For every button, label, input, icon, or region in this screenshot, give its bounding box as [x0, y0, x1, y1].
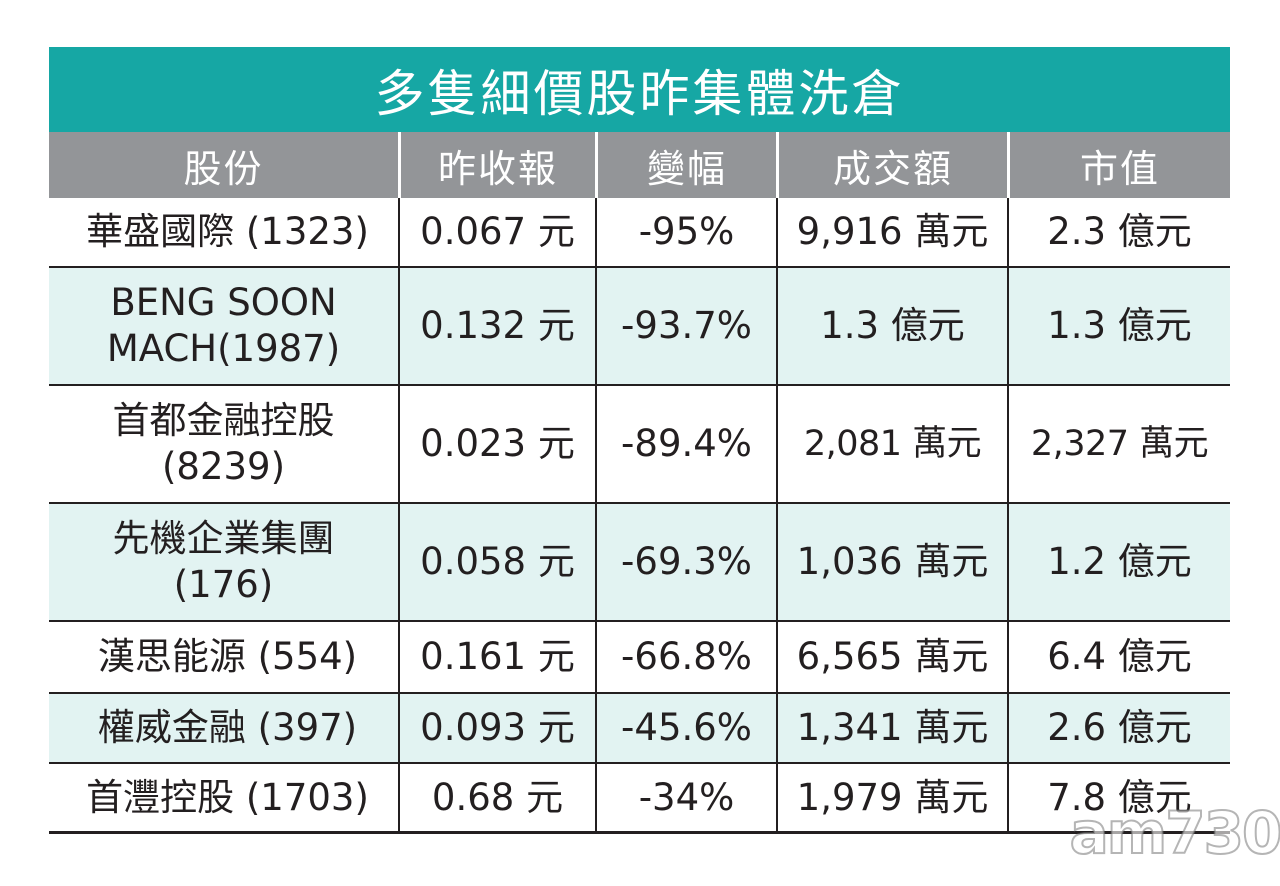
table-title: 多隻細價股昨集體洗倉 — [49, 47, 1230, 132]
table-row: 權威金融 (397) 0.093 元 -45.6% 1,341 萬元 2.6 億… — [49, 694, 1230, 764]
stock-name: 首都金融控股 (8239) — [49, 386, 398, 504]
stock-name: 漢思能源 (554) — [49, 622, 398, 694]
table-row: 首都金融控股 (8239) 0.023 元 -89.4% 2,081 萬元 2,… — [49, 386, 1230, 504]
stock-name-line2: (8239) — [161, 445, 286, 488]
market-cap: 7.8 億元 — [1007, 764, 1230, 834]
turnover: 1,979 萬元 — [776, 764, 1007, 834]
table-row: 首灃控股 (1703) 0.68 元 -34% 1,979 萬元 7.8 億元 — [49, 764, 1230, 834]
turnover: 1,036 萬元 — [776, 504, 1007, 622]
close-price: 0.68 元 — [398, 764, 595, 834]
change-pct: -93.7% — [595, 268, 776, 386]
table-row: 先機企業集團 (176) 0.058 元 -69.3% 1,036 萬元 1.2… — [49, 504, 1230, 622]
table-row: 華盛國際 (1323) 0.067 元 -95% 9,916 萬元 2.3 億元 — [49, 198, 1230, 268]
stock-name: 首灃控股 (1703) — [49, 764, 398, 834]
change-pct: -95% — [595, 198, 776, 268]
change-pct: -66.8% — [595, 622, 776, 694]
header-close-price: 昨收報 — [398, 132, 595, 198]
change-pct: -45.6% — [595, 694, 776, 764]
stock-name: 先機企業集團 (176) — [49, 504, 398, 622]
change-pct: -34% — [595, 764, 776, 834]
stock-name-line1: 先機企業集團 — [112, 517, 335, 560]
market-cap: 2,327 萬元 — [1007, 386, 1230, 504]
change-pct: -69.3% — [595, 504, 776, 622]
stock-name: BENG SOON MACH(1987) — [49, 268, 398, 386]
close-price: 0.058 元 — [398, 504, 595, 622]
am730-watermark-logo: am730 — [1069, 798, 1280, 868]
header-change: 變幅 — [595, 132, 776, 198]
stock-name: 華盛國際 (1323) — [49, 198, 398, 268]
stock-name: 權威金融 (397) — [49, 694, 398, 764]
stock-table: 多隻細價股昨集體洗倉 股份 昨收報 變幅 成交額 市值 華盛國際 (1323) … — [49, 47, 1230, 834]
close-price: 0.161 元 — [398, 622, 595, 694]
turnover: 6,565 萬元 — [776, 622, 1007, 694]
market-cap: 1.2 億元 — [1007, 504, 1230, 622]
close-price: 0.067 元 — [398, 198, 595, 268]
market-cap: 2.3 億元 — [1007, 198, 1230, 268]
table-row: 漢思能源 (554) 0.161 元 -66.8% 6,565 萬元 6.4 億… — [49, 622, 1230, 694]
stock-name-line2: MACH(1987) — [106, 327, 341, 370]
change-pct: -89.4% — [595, 386, 776, 504]
stock-name-text: 華盛國際 (1323) — [86, 210, 369, 253]
market-cap: 2.6 億元 — [1007, 694, 1230, 764]
market-cap: 6.4 億元 — [1007, 622, 1230, 694]
table-header-row: 股份 昨收報 變幅 成交額 市值 — [49, 132, 1230, 198]
market-cap: 1.3 億元 — [1007, 268, 1230, 386]
turnover: 1.3 億元 — [776, 268, 1007, 386]
turnover: 9,916 萬元 — [776, 198, 1007, 268]
stock-name-text: 權威金融 (397) — [97, 706, 358, 749]
turnover: 2,081 萬元 — [776, 386, 1007, 504]
header-turnover: 成交額 — [776, 132, 1007, 198]
close-price: 0.093 元 — [398, 694, 595, 764]
header-market-cap: 市值 — [1007, 132, 1230, 198]
close-price: 0.132 元 — [398, 268, 595, 386]
close-price: 0.023 元 — [398, 386, 595, 504]
table-row: BENG SOON MACH(1987) 0.132 元 -93.7% 1.3 … — [49, 268, 1230, 386]
turnover: 1,341 萬元 — [776, 694, 1007, 764]
stock-name-line1: BENG SOON — [110, 281, 337, 324]
header-stock: 股份 — [49, 132, 398, 198]
stock-name-text: 漢思能源 (554) — [97, 635, 358, 678]
stock-name-line2: (176) — [173, 563, 274, 606]
stock-name-line1: 首都金融控股 — [112, 399, 335, 442]
stock-name-text: 首灃控股 (1703) — [86, 775, 369, 819]
